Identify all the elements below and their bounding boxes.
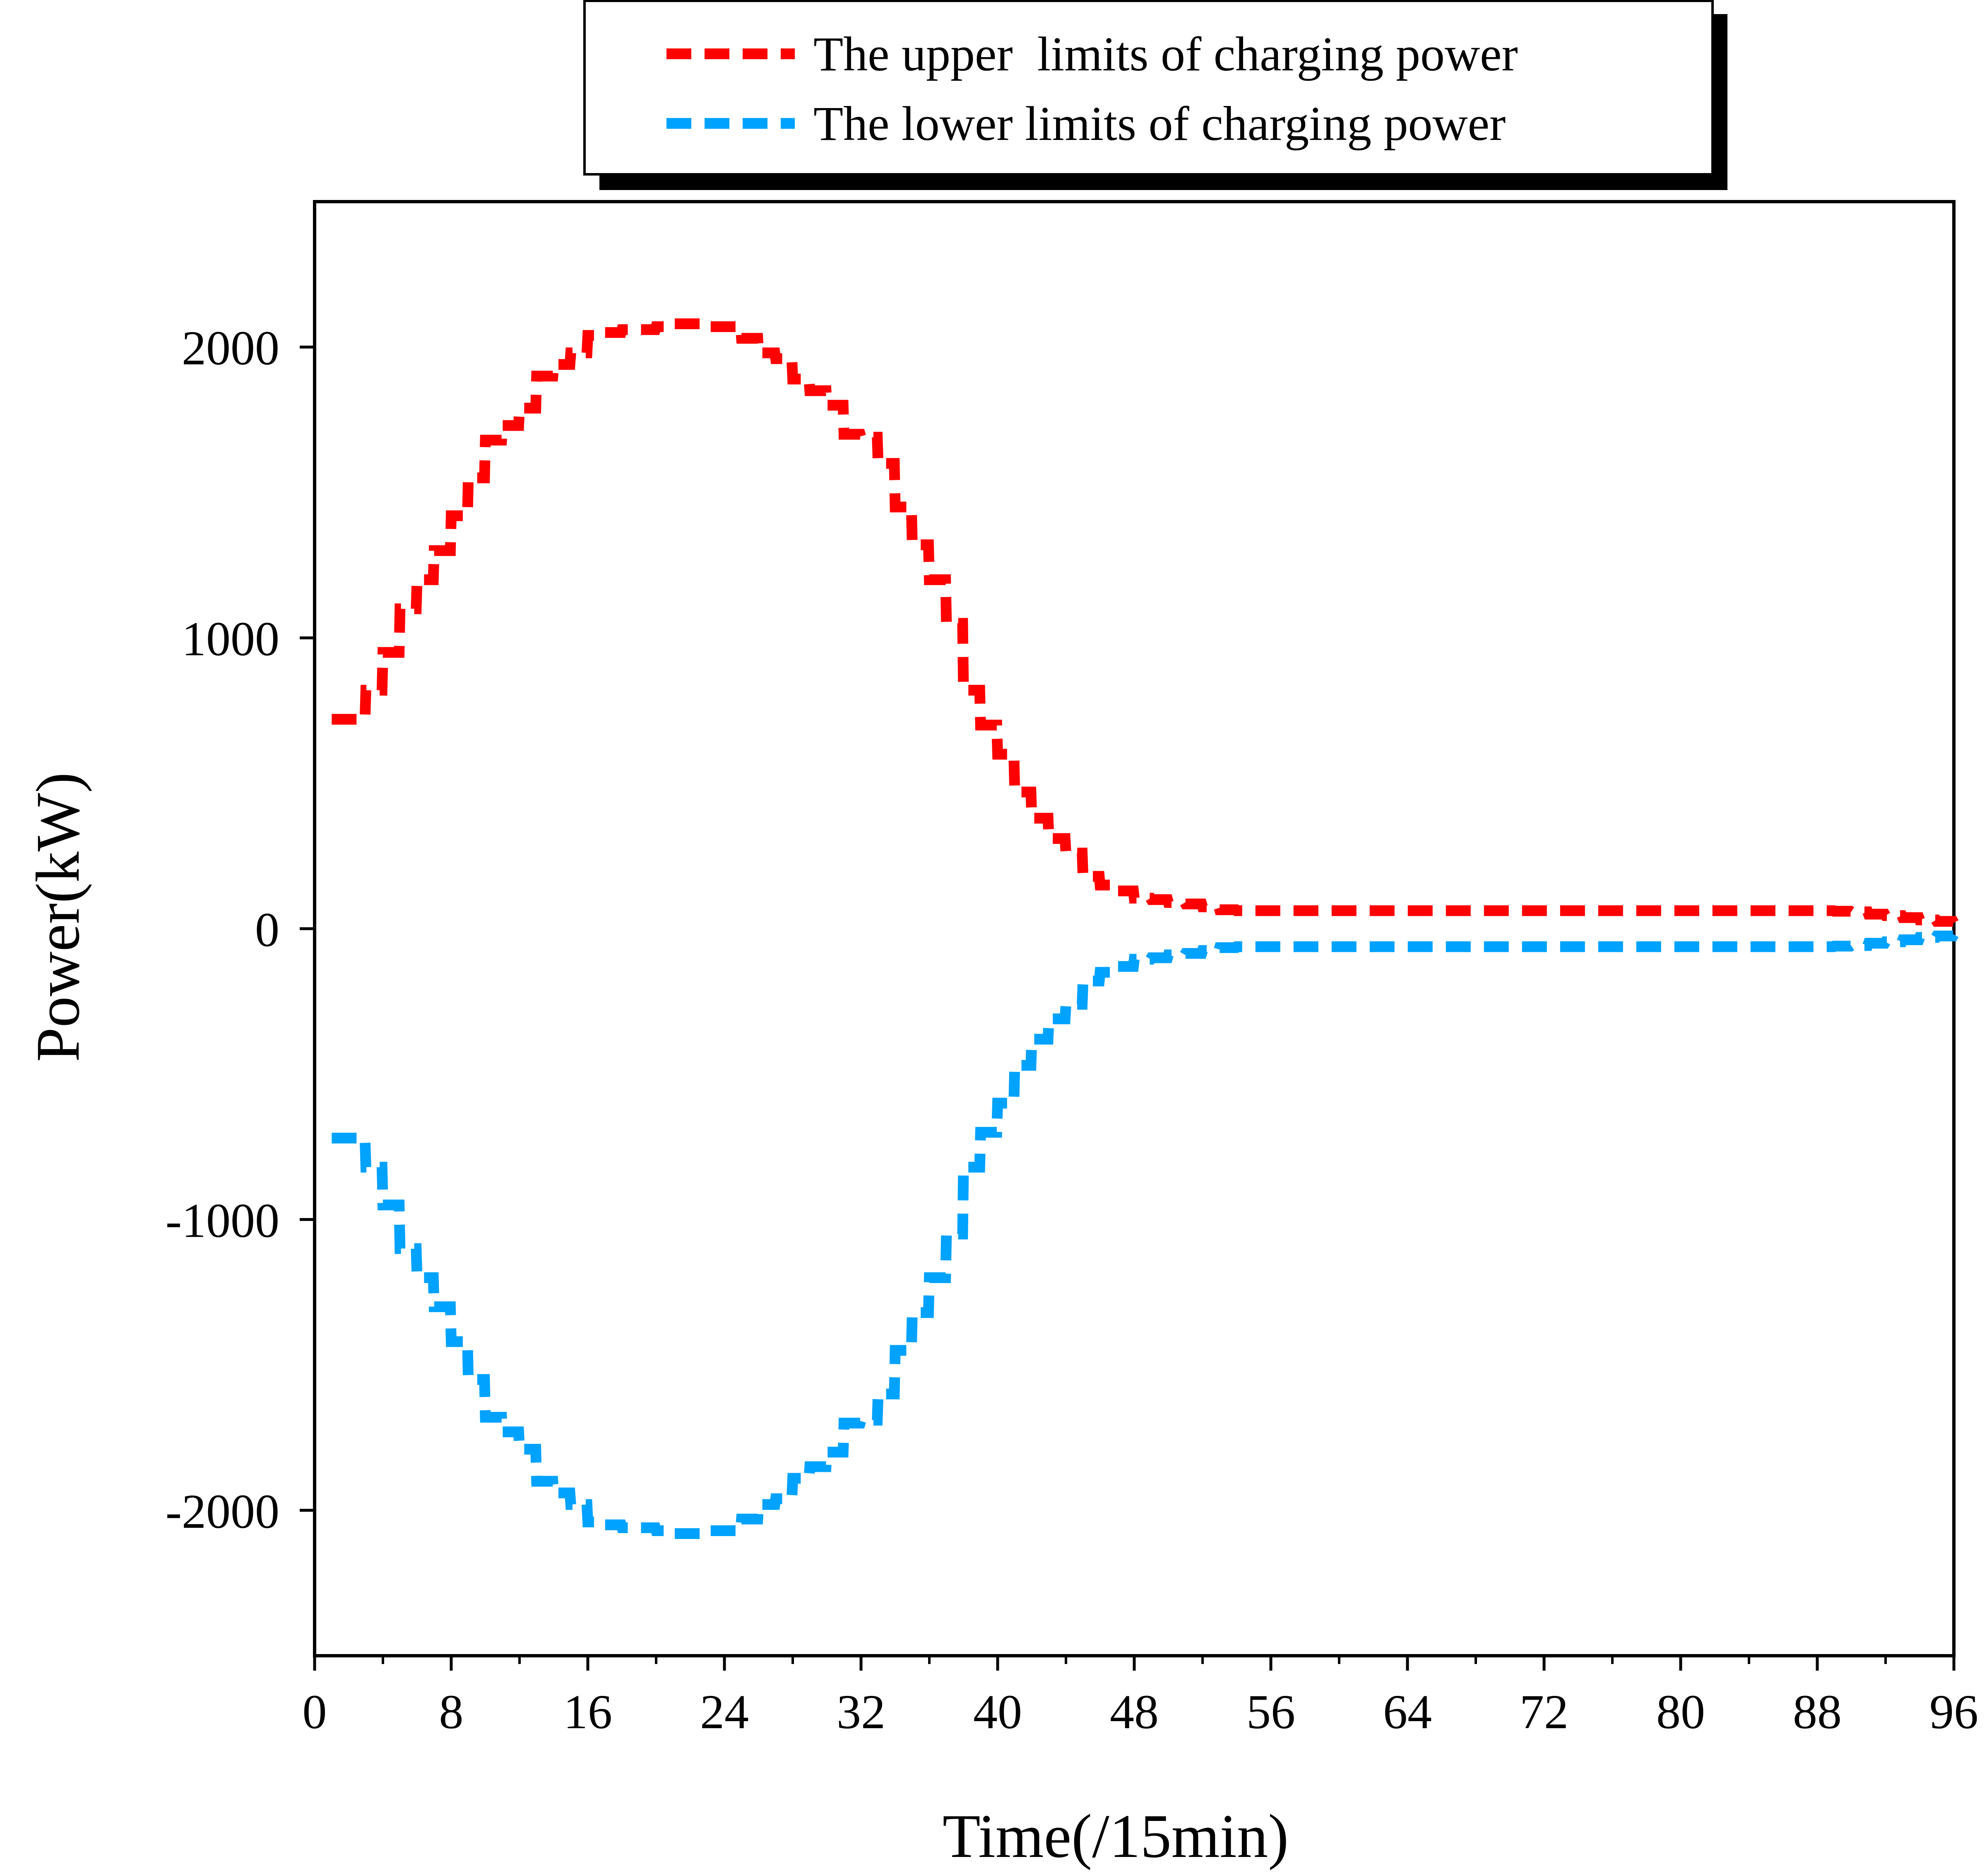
data-series	[332, 318, 1959, 1539]
y-tick-label: -2000	[166, 1484, 279, 1539]
x-tick-label: 80	[1656, 1685, 1705, 1739]
x-tick-label: 88	[1793, 1685, 1842, 1739]
x-tick-label: 56	[1246, 1685, 1295, 1739]
x-tick-label: 72	[1520, 1685, 1568, 1739]
tick-labels: 0 8 16 24 32 40 48 56 64 72 80 88 96 -2000 -1000 0 1000 2…	[166, 321, 1978, 1739]
y-tick-label: 2000	[182, 321, 279, 375]
x-tick-label: 0	[303, 1685, 327, 1739]
y-tick-label: -1000	[166, 1193, 279, 1247]
x-tick-label: 8	[439, 1685, 464, 1739]
x-tick-label: 24	[700, 1685, 749, 1739]
x-tick-label: 32	[837, 1685, 885, 1739]
y-tick-label: 1000	[182, 612, 279, 666]
x-tick-label: 40	[973, 1685, 1022, 1739]
x-tick-label: 64	[1383, 1685, 1432, 1739]
legend-label-lower: The lower limits of charging power	[813, 96, 1506, 151]
series-line-lower	[332, 930, 1959, 1539]
y-tick-label: 0	[255, 903, 279, 957]
x-tick-label: 48	[1110, 1685, 1159, 1739]
axis-ticks	[300, 345, 1956, 1671]
legend-box	[583, 0, 1714, 176]
legend: The upper limits of charging power The l…	[583, 0, 1727, 190]
x-axis-title: Time(/15min)	[943, 1802, 1289, 1871]
x-tick-label: 96	[1929, 1685, 1978, 1739]
x-tick-label: 16	[563, 1685, 612, 1739]
legend-label-upper: The upper limits of charging power	[813, 27, 1518, 81]
series-line-upper	[332, 318, 1959, 927]
y-axis-title: Power(kW)	[24, 772, 92, 1062]
